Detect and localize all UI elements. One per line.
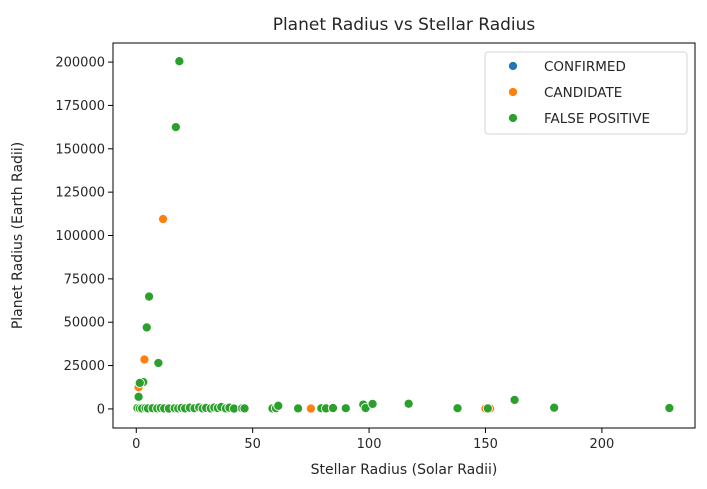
data-point-false-positive: [239, 403, 250, 414]
y-tick-label: 150000: [55, 142, 105, 157]
data-point-false-positive: [133, 391, 144, 402]
data-point-candidate: [139, 354, 150, 365]
y-tick-label: 50000: [64, 316, 105, 331]
data-points: [132, 56, 675, 414]
data-point-false-positive: [367, 398, 378, 409]
chart-title: Planet Radius vs Stellar Radius: [273, 15, 536, 35]
x-axis-ticks: 0 50 100 150 200: [132, 428, 614, 452]
legend-box: [484, 51, 688, 135]
x-tick-label: 200: [589, 437, 614, 452]
data-point-false-positive: [549, 402, 560, 413]
legend-label: FALSE POSITIVE: [544, 111, 650, 127]
y-tick-label: 75000: [64, 272, 105, 287]
data-point-false-positive: [509, 394, 520, 405]
legend-label: CANDIDATE: [544, 85, 622, 101]
x-axis-title: Stellar Radius (Solar Radii): [311, 462, 498, 478]
legend-marker: [507, 86, 519, 98]
y-tick-label: 100000: [55, 229, 105, 244]
y-tick-label: 200000: [55, 56, 105, 71]
legend-marker: [507, 60, 519, 72]
legend: CONFIRMED CANDIDATE FALSE POSITIVE: [484, 51, 688, 135]
data-point-false-positive: [452, 403, 463, 414]
data-point-false-positive: [144, 291, 155, 302]
y-tick-label: 25000: [64, 359, 105, 374]
data-point-false-positive: [327, 403, 339, 414]
data-point-false-positive: [134, 377, 145, 388]
data-point-false-positive: [340, 403, 351, 414]
legend-marker: [507, 112, 519, 124]
x-tick-label: 50: [244, 437, 261, 452]
data-point-false-positive: [273, 400, 284, 411]
y-axis-title: Planet Radius (Earth Radii): [10, 142, 26, 329]
data-point-false-positive: [293, 403, 304, 414]
y-axis-ticks: 0 25000 50000 75000 100000 125000 150000 175000…: [55, 56, 113, 417]
data-point-false-positive: [141, 322, 152, 333]
y-tick-label: 125000: [55, 186, 105, 201]
data-point-false-positive: [482, 403, 493, 414]
data-point-false-positive: [664, 403, 675, 414]
y-tick-label: 175000: [55, 99, 105, 114]
x-tick-label: 150: [473, 437, 498, 452]
data-point-false-positive: [403, 398, 414, 409]
y-tick-label: 0: [97, 402, 105, 417]
x-tick-label: 100: [357, 437, 382, 452]
data-point-false-positive: [153, 357, 164, 369]
x-tick-label: 0: [132, 437, 140, 452]
data-point-false-positive: [174, 56, 185, 67]
data-point-candidate: [158, 213, 169, 225]
legend-label: CONFIRMED: [544, 59, 626, 75]
data-point-candidate: [305, 403, 316, 414]
data-point-false-positive: [170, 122, 181, 133]
